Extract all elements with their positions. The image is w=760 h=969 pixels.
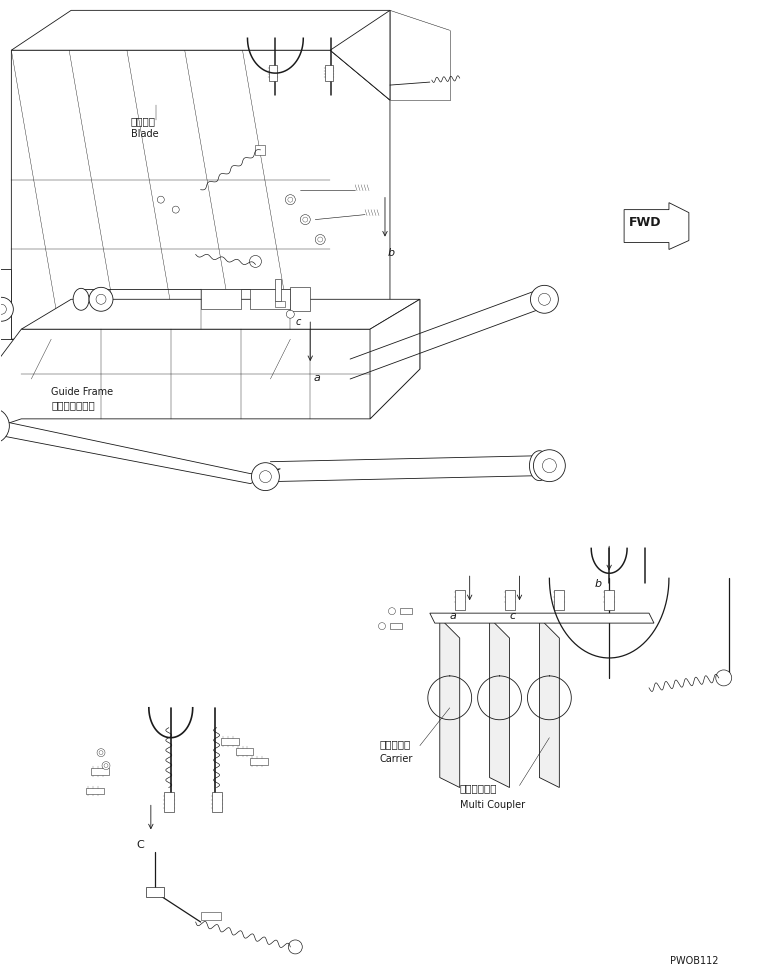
- Circle shape: [102, 762, 110, 769]
- Bar: [275, 280, 281, 302]
- Circle shape: [288, 940, 302, 953]
- Text: PWOB112: PWOB112: [670, 954, 719, 965]
- Circle shape: [315, 235, 325, 245]
- Circle shape: [302, 218, 308, 223]
- Text: a: a: [313, 373, 320, 383]
- Text: c: c: [296, 317, 301, 327]
- Polygon shape: [540, 618, 559, 788]
- Ellipse shape: [530, 452, 549, 482]
- Text: Blade: Blade: [131, 129, 159, 139]
- Text: キャリア－: キャリア－: [380, 738, 411, 748]
- Circle shape: [538, 294, 550, 306]
- Bar: [269, 66, 277, 82]
- Circle shape: [97, 749, 105, 757]
- Polygon shape: [0, 420, 280, 484]
- Circle shape: [378, 623, 385, 630]
- Circle shape: [252, 463, 280, 491]
- Text: Multi Coupler: Multi Coupler: [460, 799, 525, 810]
- Bar: [86, 788, 104, 795]
- Circle shape: [157, 197, 164, 203]
- Circle shape: [543, 459, 556, 473]
- Polygon shape: [624, 203, 689, 250]
- Bar: [164, 793, 174, 813]
- Circle shape: [534, 451, 565, 483]
- Bar: [554, 591, 565, 610]
- Circle shape: [388, 608, 395, 615]
- Bar: [454, 591, 464, 610]
- Circle shape: [96, 295, 106, 305]
- Circle shape: [104, 764, 108, 767]
- Bar: [251, 290, 290, 310]
- Text: ブレード: ブレード: [131, 116, 156, 126]
- Polygon shape: [11, 12, 390, 101]
- Circle shape: [288, 198, 293, 203]
- Bar: [201, 290, 240, 310]
- Circle shape: [530, 286, 559, 314]
- Bar: [211, 793, 222, 813]
- Polygon shape: [430, 613, 654, 623]
- Circle shape: [99, 751, 103, 755]
- Bar: [275, 302, 285, 308]
- Polygon shape: [440, 618, 460, 788]
- Polygon shape: [330, 12, 390, 101]
- Bar: [400, 609, 412, 614]
- Text: a: a: [450, 610, 457, 620]
- Bar: [604, 591, 614, 610]
- Bar: [505, 591, 515, 610]
- Polygon shape: [0, 300, 420, 429]
- Text: b: b: [594, 578, 601, 588]
- Bar: [390, 623, 402, 630]
- Bar: [290, 288, 310, 312]
- Polygon shape: [21, 300, 420, 329]
- Circle shape: [287, 311, 294, 319]
- Text: b: b: [388, 248, 395, 258]
- Polygon shape: [11, 51, 390, 340]
- Bar: [251, 758, 268, 765]
- Text: マルチカプラ: マルチカプラ: [460, 783, 497, 793]
- Circle shape: [300, 215, 310, 226]
- Bar: [236, 748, 254, 755]
- Text: FWD: FWD: [629, 215, 662, 229]
- Circle shape: [249, 256, 261, 268]
- Polygon shape: [0, 270, 11, 340]
- Bar: [146, 888, 164, 897]
- Circle shape: [0, 305, 6, 315]
- Circle shape: [173, 207, 179, 214]
- Circle shape: [0, 298, 14, 322]
- Text: Carrier: Carrier: [380, 753, 413, 763]
- Ellipse shape: [73, 289, 89, 311]
- Text: ガイドフレーム: ガイドフレーム: [51, 399, 95, 410]
- Circle shape: [716, 671, 732, 686]
- Bar: [201, 912, 220, 921]
- Bar: [325, 66, 333, 82]
- Circle shape: [259, 471, 271, 484]
- Circle shape: [0, 409, 9, 445]
- Text: Guide Frame: Guide Frame: [51, 387, 113, 396]
- Bar: [255, 145, 265, 156]
- Circle shape: [318, 237, 323, 243]
- Circle shape: [89, 288, 113, 312]
- Polygon shape: [370, 300, 420, 420]
- Bar: [91, 767, 109, 775]
- Bar: [220, 738, 239, 745]
- Text: C: C: [136, 839, 144, 850]
- Polygon shape: [489, 618, 509, 788]
- Text: c: c: [509, 610, 515, 620]
- Circle shape: [285, 196, 296, 205]
